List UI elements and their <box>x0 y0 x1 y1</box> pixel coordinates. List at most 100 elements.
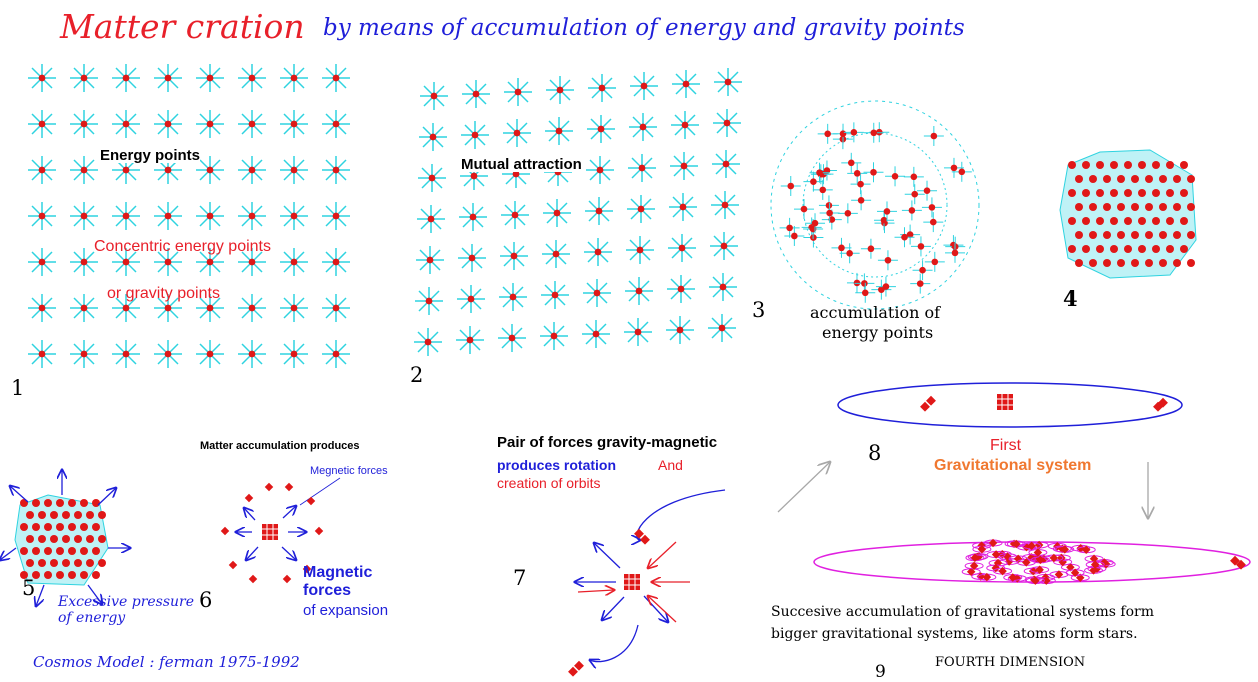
page-title: Matter cration <box>60 7 305 46</box>
accumulated-point <box>870 168 877 176</box>
attracted-point <box>460 120 490 150</box>
accumulated-point <box>930 132 938 140</box>
dense-point <box>1103 231 1111 239</box>
attracted-point <box>623 317 653 347</box>
dense-point <box>1138 245 1146 253</box>
dense-point <box>1068 217 1076 225</box>
system-point <box>970 553 980 563</box>
attracted-point <box>586 114 616 144</box>
accumulated-point <box>787 182 795 190</box>
accumulation-caption-2: energy points <box>822 323 934 342</box>
energy-point <box>69 293 99 323</box>
attracted-point <box>456 284 486 314</box>
attracted-point <box>582 278 612 308</box>
attracted-point <box>667 233 697 263</box>
dense-point <box>1124 161 1132 169</box>
energy-point <box>27 63 57 93</box>
pressure-point <box>74 511 82 519</box>
energy-point <box>237 109 267 139</box>
produces-rotation-label: produces rotation <box>497 457 617 473</box>
energy-point <box>69 109 99 139</box>
accumulated-point <box>906 231 914 238</box>
energy-point <box>153 63 183 93</box>
first-label: First <box>990 437 1022 454</box>
bigger-gravitational-system <box>813 538 1251 585</box>
accumulation-caption-1: accumulation of <box>810 303 941 322</box>
accumulated-point <box>884 256 892 264</box>
attracted-point <box>626 194 656 224</box>
dense-point <box>1103 175 1111 183</box>
dense-point <box>1068 161 1076 169</box>
accumulated-point <box>870 129 878 137</box>
energy-point <box>195 339 225 369</box>
dense-point <box>1068 189 1076 197</box>
dense-point <box>1096 245 1104 253</box>
energy-point <box>321 63 351 93</box>
pressure-point <box>26 511 34 519</box>
accumulated-point <box>929 218 937 226</box>
pressure-point <box>68 547 76 555</box>
attracted-point <box>415 245 445 275</box>
accumulated-point <box>824 130 831 138</box>
pressure-point <box>44 523 52 531</box>
pressure-point <box>38 535 46 543</box>
accumulated-point <box>800 205 808 213</box>
energy-point <box>153 109 183 139</box>
system-point <box>991 550 1001 559</box>
energy-point <box>321 339 351 369</box>
succesive-line-1: Succesive accumulation of gravitational … <box>771 604 1154 620</box>
megnetic-forces-label: Megnetic forces <box>310 465 388 477</box>
rotation-forces <box>568 489 726 677</box>
energy-point <box>27 201 57 231</box>
energy-point <box>27 339 57 369</box>
dense-point <box>1117 203 1125 211</box>
gravitational-system-label: Gravitational system <box>934 457 1092 474</box>
pressure-point <box>74 535 82 543</box>
energy-point <box>27 155 57 185</box>
accumulated-point <box>875 128 883 136</box>
dense-point <box>1117 259 1125 267</box>
pressure-point <box>44 499 52 507</box>
dense-point <box>1068 245 1076 253</box>
pressure-point <box>32 523 40 531</box>
dense-point <box>1173 231 1181 239</box>
energy-point <box>195 201 225 231</box>
gravity-points-label: or gravity points <box>107 285 220 302</box>
attracted-point <box>540 280 570 310</box>
and-label: And <box>658 457 683 473</box>
dense-point <box>1166 217 1174 225</box>
attracted-point <box>418 122 448 152</box>
attracted-point <box>539 321 569 351</box>
pressure-point <box>92 547 100 555</box>
system-point <box>1090 560 1100 569</box>
excessive-pressure-ball <box>0 470 130 606</box>
dense-point <box>1180 245 1188 253</box>
energy-point <box>237 339 267 369</box>
attracted-point <box>544 116 574 146</box>
energy-point <box>69 339 99 369</box>
system-point <box>1036 555 1045 565</box>
of-expansion-label: of expansion <box>303 602 389 619</box>
accumulated-point <box>857 196 865 204</box>
panel-number-4: 4 <box>1063 286 1078 311</box>
pressure-point <box>56 571 64 579</box>
dense-point <box>1117 175 1125 183</box>
pressure-point <box>32 571 40 579</box>
matter-accumulation-heading: Matter accumulation produces <box>200 440 360 452</box>
first-gravitational-system <box>777 382 1183 518</box>
pressure-point <box>44 547 52 555</box>
attracted-point <box>629 71 659 101</box>
energy-point <box>27 293 57 323</box>
mutual-attraction-grid <box>413 67 743 357</box>
energy-point <box>321 155 351 185</box>
pressure-point <box>92 499 100 507</box>
energy-point <box>279 63 309 93</box>
accumulated-point <box>901 233 908 241</box>
pressure-point <box>20 547 28 555</box>
pressure-point <box>92 523 100 531</box>
dense-point <box>1089 203 1097 211</box>
attracted-point <box>585 155 615 185</box>
accumulated-point <box>786 224 793 232</box>
attracted-point <box>545 75 575 105</box>
energy-point <box>195 109 225 139</box>
